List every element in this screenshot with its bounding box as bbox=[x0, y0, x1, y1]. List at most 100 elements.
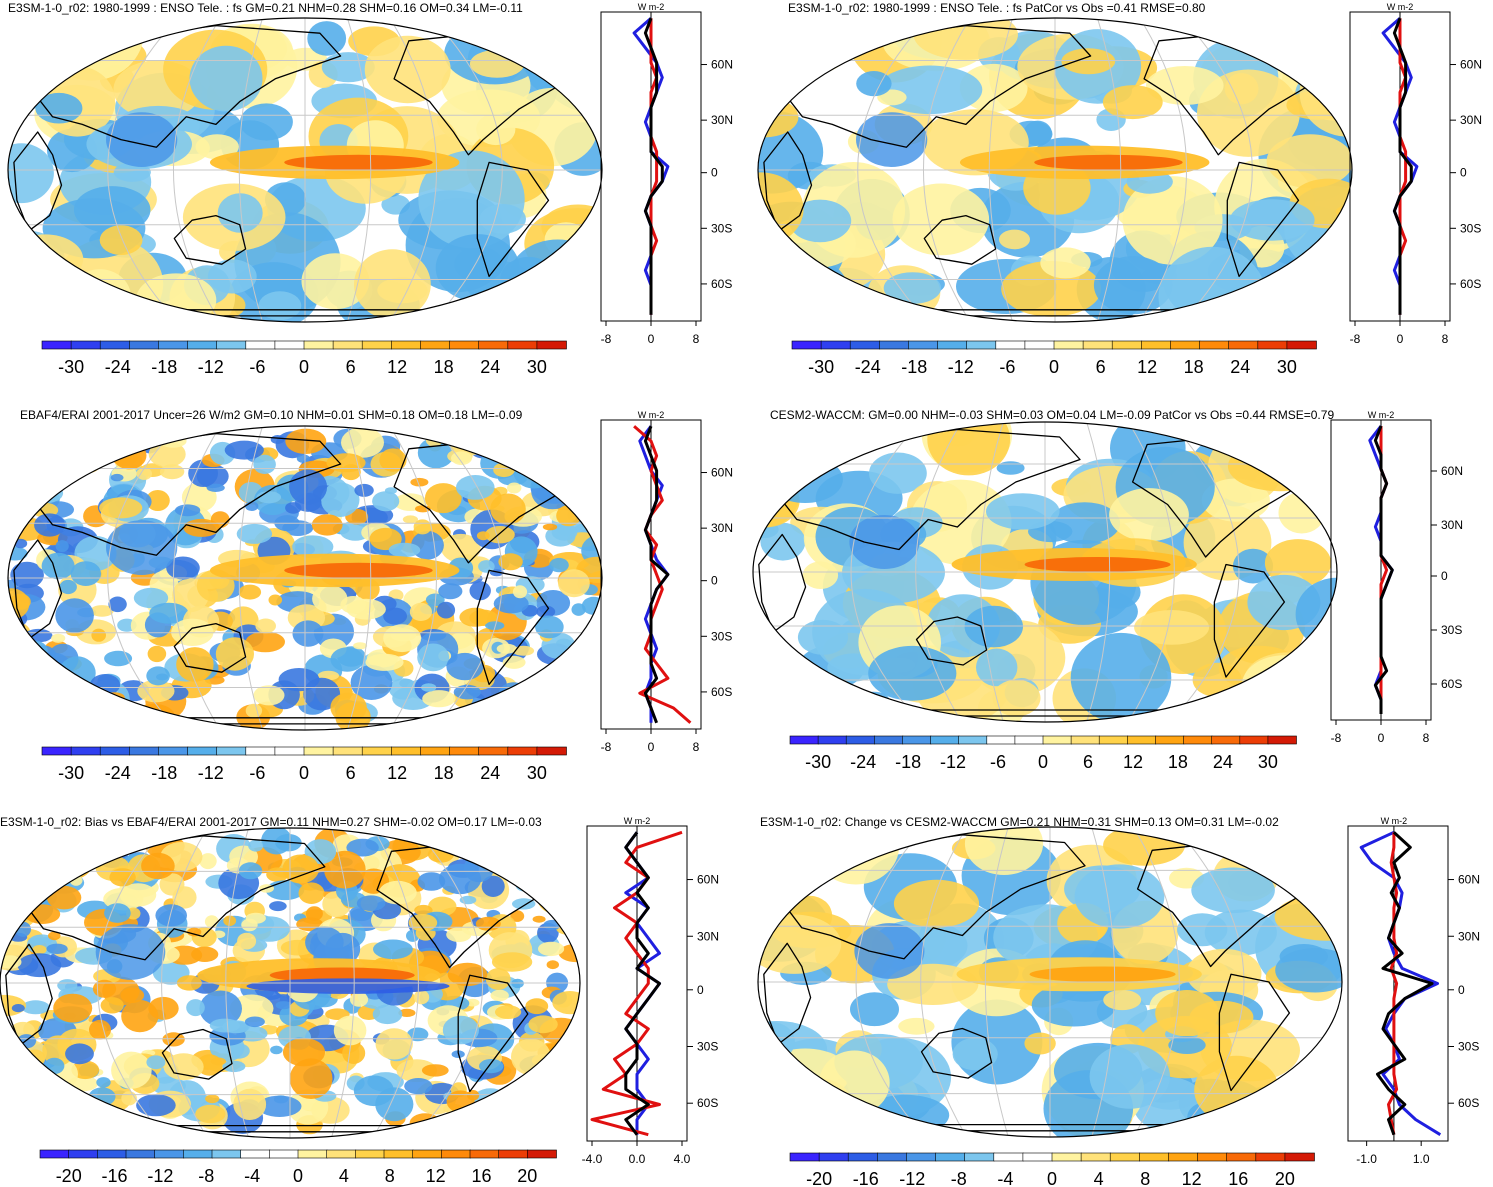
maritime-continent-anomaly bbox=[854, 923, 925, 979]
field-blob bbox=[24, 1049, 46, 1068]
colorbar-swatch bbox=[332, 746, 364, 756]
field-blob bbox=[558, 569, 590, 598]
field-blob bbox=[217, 193, 263, 233]
field-blob bbox=[383, 607, 407, 625]
field-blob bbox=[44, 1057, 65, 1075]
field-blob bbox=[533, 1095, 573, 1125]
colorbar-swatch bbox=[1024, 340, 1055, 350]
field-blob bbox=[268, 594, 283, 606]
field-blob bbox=[459, 895, 477, 905]
field-blob bbox=[0, 1066, 34, 1098]
field-blob bbox=[9, 671, 40, 701]
field-blob bbox=[199, 990, 242, 1027]
field-blob bbox=[10, 644, 27, 654]
colorbar-swatch bbox=[1286, 340, 1317, 350]
field-blob bbox=[490, 989, 509, 1002]
maritime-continent-anomaly bbox=[849, 515, 920, 569]
field-blob bbox=[0, 1065, 24, 1089]
field-blob bbox=[512, 898, 536, 910]
field-blob bbox=[135, 273, 217, 322]
y-tick-label: 0 bbox=[1441, 569, 1448, 583]
field-blob bbox=[1023, 120, 1052, 146]
field-blob bbox=[507, 864, 524, 877]
panel-title: CESM2-WACCM: GM=0.00 NHM=-0.03 SHM=0.03 … bbox=[770, 408, 1334, 422]
colorbar-tick-label: 0 bbox=[299, 763, 309, 783]
profile-line-black bbox=[643, 425, 670, 724]
field-blob bbox=[868, 645, 957, 701]
field-blob bbox=[8, 475, 22, 497]
field-blob bbox=[26, 452, 46, 467]
field-blob bbox=[13, 498, 34, 513]
y-tick-label: 30N bbox=[1441, 518, 1463, 532]
field-blob bbox=[883, 272, 942, 304]
colorbar-swatch bbox=[964, 1152, 995, 1162]
colorbar-swatch bbox=[1098, 735, 1129, 745]
colorbar-swatch bbox=[326, 1149, 357, 1159]
field-blob bbox=[27, 25, 80, 71]
field-blob bbox=[245, 501, 259, 512]
field-blob bbox=[121, 1000, 159, 1033]
colorbar-tick-label: 24 bbox=[1230, 357, 1250, 377]
field-blob bbox=[1257, 689, 1300, 714]
colorbar-swatch bbox=[211, 1149, 242, 1159]
field-blob bbox=[524, 1074, 555, 1094]
field-blob bbox=[802, 561, 839, 589]
x-tick-label: -8 bbox=[601, 332, 612, 346]
map-panel-6 bbox=[757, 826, 1343, 1138]
field-blob bbox=[92, 979, 117, 998]
colorbar-swatch bbox=[847, 1152, 879, 1162]
colorbar-swatch bbox=[97, 1149, 127, 1159]
profile-line-black bbox=[1392, 17, 1413, 315]
field-blob bbox=[565, 435, 601, 464]
field-blob bbox=[515, 880, 533, 892]
profile-line-blue bbox=[632, 17, 670, 315]
field-blob bbox=[510, 910, 525, 922]
field-blob bbox=[23, 1099, 44, 1110]
field-blob bbox=[222, 1020, 250, 1034]
map-panel-2 bbox=[757, 17, 1353, 323]
field-blob bbox=[307, 21, 347, 56]
maritime-continent-anomaly bbox=[95, 924, 166, 980]
field-blob bbox=[1109, 488, 1189, 542]
colorbar-tick-label: -18 bbox=[151, 763, 177, 783]
colorbar-tick-label: 16 bbox=[1228, 1169, 1248, 1187]
field-blob bbox=[356, 895, 386, 911]
colorbar-swatch bbox=[817, 735, 847, 745]
field-blob bbox=[330, 647, 364, 672]
equatorial-core bbox=[284, 562, 433, 579]
profile-line-black bbox=[643, 17, 664, 315]
field-blob bbox=[148, 441, 186, 468]
coastline bbox=[5, 943, 53, 1046]
field-blob bbox=[258, 291, 302, 321]
colorbar-swatch bbox=[791, 340, 822, 350]
field-blob bbox=[1244, 652, 1332, 707]
x-tick-label: 4.0 bbox=[674, 1152, 691, 1166]
y-tick-label: 30N bbox=[711, 113, 733, 127]
y-tick-label: 0 bbox=[1458, 983, 1465, 997]
map-border bbox=[7, 425, 603, 731]
field-blob bbox=[79, 1118, 94, 1127]
profile-panel-2: 60N 30N 0 30S 60S -8 0 8 W m-2 bbox=[1349, 2, 1482, 346]
colorbar-tick-label: 0 bbox=[293, 1166, 303, 1186]
field-blob bbox=[540, 1072, 577, 1097]
map-border bbox=[752, 421, 1338, 723]
field-blob bbox=[485, 1101, 523, 1122]
field-blob bbox=[49, 1113, 65, 1125]
coastline bbox=[1226, 161, 1300, 278]
colorbar-swatch bbox=[240, 1149, 271, 1159]
field-blob bbox=[375, 1028, 413, 1060]
field-blob bbox=[1274, 893, 1342, 941]
field-blob bbox=[1261, 670, 1315, 719]
field-blob bbox=[436, 601, 456, 619]
field-blob bbox=[99, 497, 143, 519]
colorbar-swatch bbox=[1226, 1152, 1257, 1162]
field-blob bbox=[758, 1051, 782, 1074]
field-blob bbox=[48, 931, 61, 941]
field-blob bbox=[1201, 478, 1270, 522]
field-blob bbox=[976, 648, 1018, 687]
colorbar-swatch bbox=[154, 1149, 185, 1159]
colorbar-swatch bbox=[420, 746, 451, 756]
field-blob bbox=[575, 668, 601, 691]
field-blob bbox=[70, 705, 96, 726]
y-tick-label: 60N bbox=[1441, 464, 1463, 478]
